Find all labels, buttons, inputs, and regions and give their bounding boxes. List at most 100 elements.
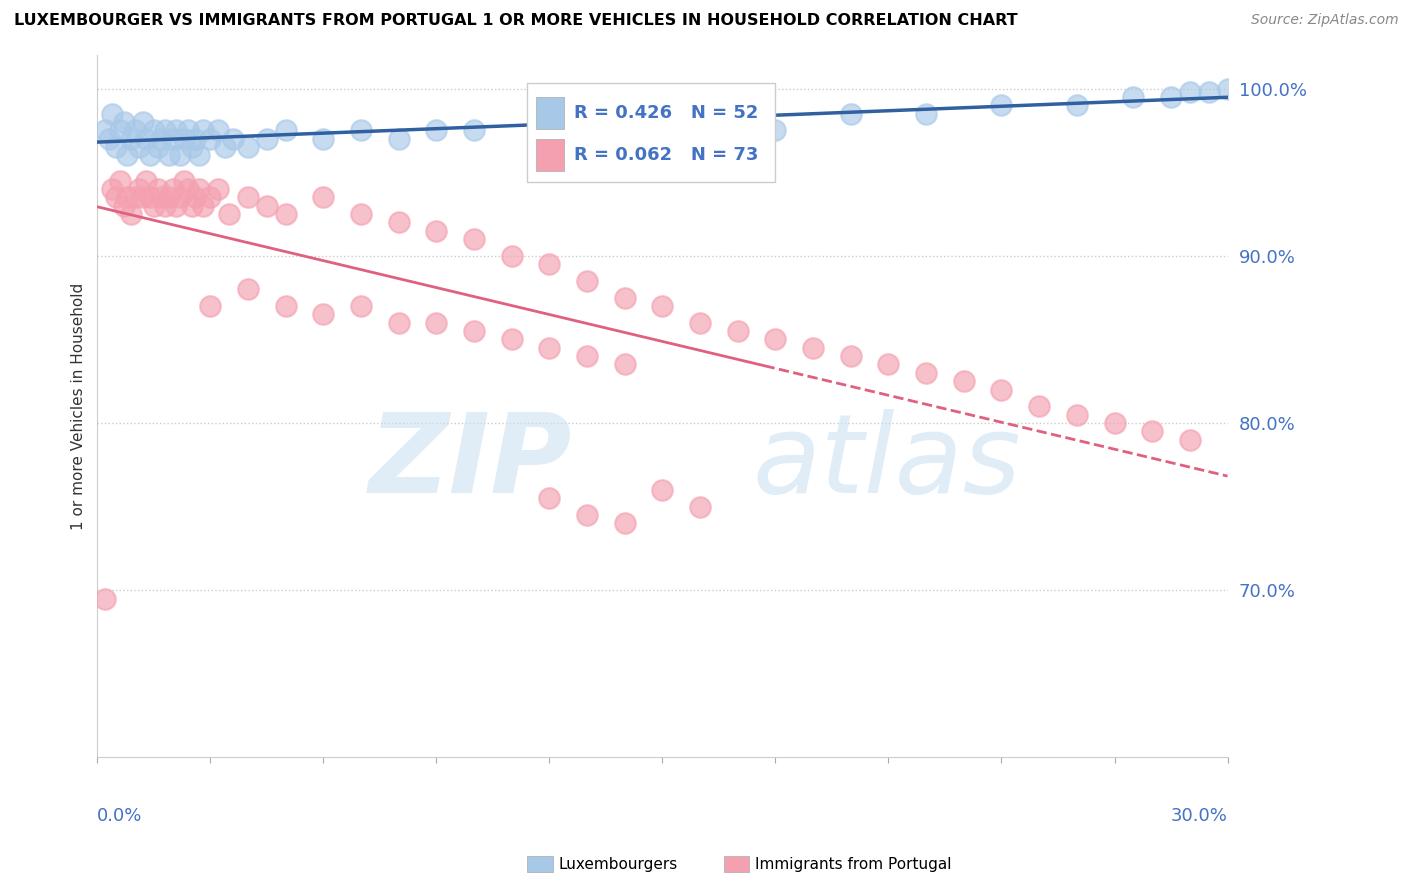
Point bbox=[839, 349, 862, 363]
Point bbox=[162, 132, 184, 146]
FancyBboxPatch shape bbox=[536, 139, 564, 171]
Point bbox=[128, 182, 150, 196]
Point bbox=[236, 190, 259, 204]
Point bbox=[157, 190, 180, 204]
Text: 0.0%: 0.0% bbox=[97, 806, 143, 824]
Point bbox=[131, 190, 153, 204]
Point bbox=[312, 132, 335, 146]
Point bbox=[214, 140, 236, 154]
Point bbox=[953, 374, 976, 388]
Point bbox=[97, 132, 120, 146]
Point bbox=[765, 332, 787, 346]
Point bbox=[105, 140, 128, 154]
Point bbox=[765, 123, 787, 137]
Point bbox=[117, 148, 139, 162]
Point bbox=[274, 123, 297, 137]
Point bbox=[689, 316, 711, 330]
Text: LUXEMBOURGER VS IMMIGRANTS FROM PORTUGAL 1 OR MORE VEHICLES IN HOUSEHOLD CORRELA: LUXEMBOURGER VS IMMIGRANTS FROM PORTUGAL… bbox=[14, 13, 1018, 29]
Point bbox=[312, 190, 335, 204]
Point bbox=[613, 291, 636, 305]
Text: atlas: atlas bbox=[752, 409, 1022, 516]
Point bbox=[117, 190, 139, 204]
Point bbox=[1140, 425, 1163, 439]
Point bbox=[727, 324, 749, 338]
Point bbox=[538, 257, 561, 271]
Point bbox=[388, 132, 411, 146]
Point bbox=[112, 199, 135, 213]
Point bbox=[312, 307, 335, 321]
Point bbox=[463, 324, 485, 338]
Point bbox=[425, 224, 447, 238]
Point bbox=[135, 132, 157, 146]
Text: Immigrants from Portugal: Immigrants from Portugal bbox=[755, 857, 952, 871]
Point bbox=[157, 148, 180, 162]
Point bbox=[146, 182, 169, 196]
Point bbox=[236, 140, 259, 154]
Point bbox=[150, 132, 173, 146]
Point bbox=[256, 199, 278, 213]
Point bbox=[124, 123, 146, 137]
Point bbox=[200, 132, 222, 146]
Point bbox=[877, 358, 900, 372]
Point bbox=[207, 123, 229, 137]
Point bbox=[1066, 98, 1088, 112]
Point bbox=[139, 148, 162, 162]
FancyBboxPatch shape bbox=[536, 97, 564, 128]
Point bbox=[990, 98, 1012, 112]
Point bbox=[108, 173, 131, 187]
Point bbox=[388, 316, 411, 330]
Point bbox=[1178, 85, 1201, 99]
Point bbox=[463, 232, 485, 246]
Text: Source: ZipAtlas.com: Source: ZipAtlas.com bbox=[1251, 13, 1399, 28]
Point bbox=[990, 383, 1012, 397]
Point bbox=[218, 207, 240, 221]
Point bbox=[191, 123, 214, 137]
Point bbox=[173, 173, 195, 187]
Point bbox=[166, 199, 188, 213]
Point bbox=[1160, 90, 1182, 104]
Point bbox=[105, 190, 128, 204]
Point bbox=[207, 182, 229, 196]
Point bbox=[120, 132, 142, 146]
Point bbox=[1122, 90, 1144, 104]
Point bbox=[166, 123, 188, 137]
Point bbox=[576, 508, 599, 522]
Point bbox=[1216, 81, 1239, 95]
Point bbox=[538, 341, 561, 355]
Point bbox=[184, 190, 207, 204]
Point bbox=[162, 182, 184, 196]
Point bbox=[350, 207, 373, 221]
Point bbox=[112, 115, 135, 129]
Point bbox=[184, 132, 207, 146]
Point bbox=[538, 491, 561, 506]
Point bbox=[101, 182, 124, 196]
Point bbox=[1104, 416, 1126, 430]
Point bbox=[200, 190, 222, 204]
Point bbox=[150, 190, 173, 204]
Point bbox=[689, 500, 711, 514]
Text: ZIP: ZIP bbox=[368, 409, 572, 516]
Point bbox=[256, 132, 278, 146]
Point bbox=[425, 316, 447, 330]
Point bbox=[222, 132, 245, 146]
Point bbox=[128, 140, 150, 154]
Point bbox=[153, 199, 176, 213]
Point bbox=[651, 483, 673, 497]
Point bbox=[142, 199, 165, 213]
Point bbox=[120, 207, 142, 221]
Point bbox=[1198, 85, 1220, 99]
Point bbox=[501, 249, 523, 263]
Point bbox=[538, 115, 561, 129]
Point bbox=[915, 366, 938, 380]
Point bbox=[1178, 433, 1201, 447]
Point bbox=[177, 182, 200, 196]
Point bbox=[146, 140, 169, 154]
Point bbox=[613, 516, 636, 531]
Point bbox=[613, 123, 636, 137]
Point bbox=[188, 148, 211, 162]
Point bbox=[200, 299, 222, 313]
Text: R = 0.426   N = 52: R = 0.426 N = 52 bbox=[574, 103, 759, 121]
Point bbox=[169, 190, 191, 204]
Point bbox=[142, 123, 165, 137]
Text: 30.0%: 30.0% bbox=[1171, 806, 1227, 824]
